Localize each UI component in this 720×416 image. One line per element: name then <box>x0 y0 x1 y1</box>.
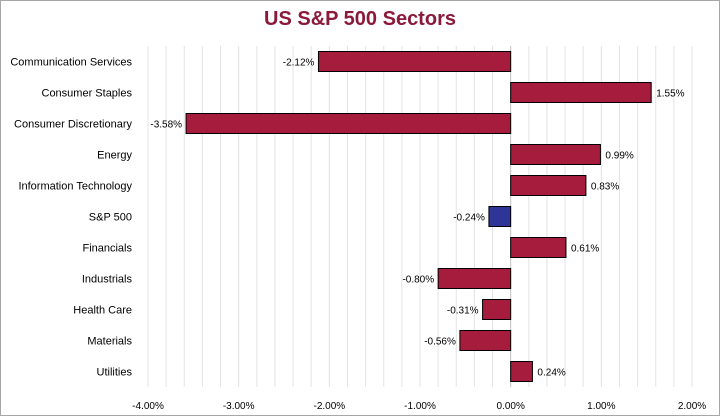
bar <box>510 144 601 165</box>
data-label: -3.58% <box>150 120 182 131</box>
x-tick-label: 1.00% <box>587 401 615 412</box>
bar <box>488 206 512 227</box>
x-tick-label: -4.00% <box>132 401 164 412</box>
x-tick-label: -3.00% <box>223 401 255 412</box>
chart-title: US S&P 500 Sectors <box>264 8 456 30</box>
category-label: Financials <box>82 243 132 255</box>
data-label: -0.80% <box>402 275 434 286</box>
data-label: 1.55% <box>656 89 684 100</box>
category-label: S&P 500 <box>89 212 132 224</box>
x-tick-label: -1.00% <box>404 401 436 412</box>
bar <box>482 299 512 320</box>
bar <box>510 175 587 196</box>
category-label: Energy <box>97 150 132 162</box>
category-label: Materials <box>87 336 132 348</box>
category-label: Communication Services <box>10 57 132 69</box>
data-label: -0.31% <box>447 306 479 317</box>
bar <box>459 330 512 351</box>
category-label: Industrials <box>82 274 133 286</box>
data-label: 0.24% <box>537 368 565 379</box>
x-tick-label: 0.00% <box>496 401 524 412</box>
category-label: Consumer Discretionary <box>14 119 132 131</box>
bar <box>317 51 512 72</box>
data-label: 0.83% <box>591 182 619 193</box>
data-label: 0.99% <box>605 151 633 162</box>
category-label: Utilities <box>97 367 133 379</box>
category-label: Consumer Staples <box>42 88 133 100</box>
data-label: 0.61% <box>571 244 599 255</box>
data-label: -0.56% <box>424 337 456 348</box>
bar <box>510 82 652 103</box>
data-label: -0.24% <box>453 213 485 224</box>
bar <box>437 268 512 289</box>
bar <box>510 237 567 258</box>
x-tick-label: 2.00% <box>678 401 706 412</box>
bar <box>185 113 512 134</box>
x-tick-label: -2.00% <box>313 401 345 412</box>
category-label: Information Technology <box>18 181 132 193</box>
category-label: Health Care <box>73 305 132 317</box>
bar <box>510 361 533 382</box>
data-label: -2.12% <box>283 58 315 69</box>
